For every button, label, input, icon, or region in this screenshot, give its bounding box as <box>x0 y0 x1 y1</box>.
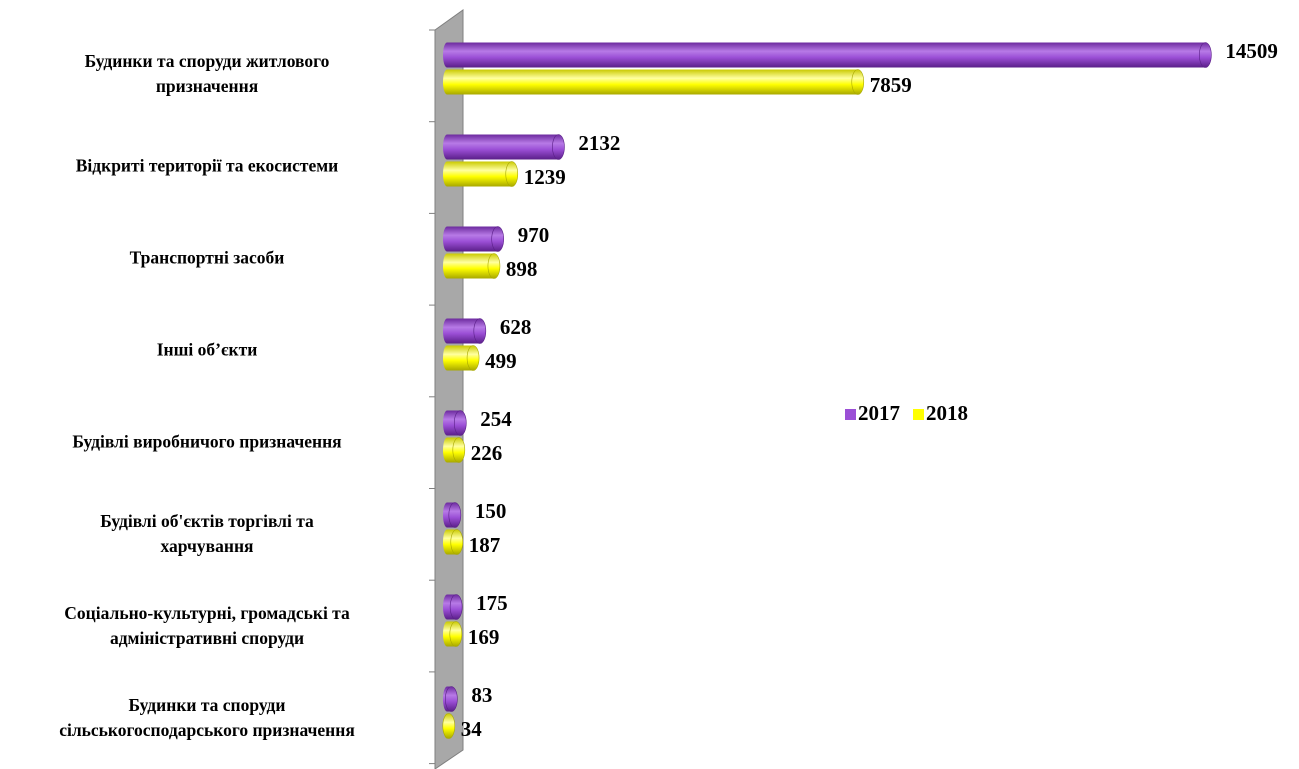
value-label: 2132 <box>578 131 620 155</box>
bar-end <box>473 318 487 344</box>
bar-cap <box>443 226 451 252</box>
bar <box>443 226 504 252</box>
bar-cap <box>443 42 451 68</box>
bar-cap <box>443 318 451 344</box>
category-label: Відкриті території та екосистеми <box>75 155 339 176</box>
bar <box>443 529 464 555</box>
bar-body <box>447 253 494 279</box>
value-label: 187 <box>469 533 501 557</box>
bar-end <box>1199 42 1212 68</box>
bar-body <box>447 226 498 252</box>
bar-cap <box>443 345 451 371</box>
bar <box>443 594 463 620</box>
legend-swatch <box>845 409 856 420</box>
bar <box>443 69 865 95</box>
category-label: Транспортні засоби <box>129 247 285 268</box>
bar-cap <box>443 410 451 436</box>
category-label: Соціально-культурні, громадські та адмін… <box>64 603 350 648</box>
bar-end <box>505 161 519 187</box>
bar-end <box>449 621 463 647</box>
bar-cap <box>443 134 451 160</box>
bar <box>443 502 462 528</box>
value-label: 169 <box>468 625 500 649</box>
axis-wall <box>434 9 464 769</box>
legend-swatch <box>913 409 924 420</box>
bar-end <box>453 410 467 436</box>
bar <box>443 437 466 463</box>
bar-cap <box>443 529 451 555</box>
value-label: 83 <box>471 683 492 707</box>
value-label: 499 <box>485 349 517 373</box>
bar-end <box>452 437 466 463</box>
value-label: 1239 <box>524 165 566 189</box>
bar-cap <box>443 161 451 187</box>
bar <box>443 42 1212 68</box>
bar <box>443 410 467 436</box>
value-label: 970 <box>518 223 550 247</box>
value-label: 175 <box>476 591 508 615</box>
value-label: 7859 <box>870 73 912 97</box>
bar-end <box>851 69 865 95</box>
value-label: 898 <box>506 257 537 281</box>
bar <box>443 161 519 187</box>
legend-label: 2018 <box>926 401 968 425</box>
value-label: 628 <box>500 315 532 339</box>
bar <box>443 134 565 160</box>
bar-body <box>447 42 1206 68</box>
bar-end <box>448 502 462 528</box>
category-label: Будинки та споруди житлового призначення <box>84 51 330 96</box>
value-label: 150 <box>475 499 507 523</box>
bar-cap <box>443 437 451 463</box>
bar-end <box>449 594 463 620</box>
bar-body <box>447 134 559 160</box>
bar <box>443 318 487 344</box>
bar-body <box>447 161 512 187</box>
category-label: Будинки та споруди сільськогосподарськог… <box>59 695 355 740</box>
bar <box>442 713 456 739</box>
value-label: 34 <box>461 717 483 741</box>
bar <box>443 686 458 712</box>
bar-cap <box>443 594 451 620</box>
bar <box>443 621 463 647</box>
bar <box>443 253 501 279</box>
bar-end <box>552 134 565 160</box>
bar-end <box>491 226 504 252</box>
value-label: 254 <box>480 407 512 431</box>
bar-end <box>442 713 456 739</box>
bar-end <box>487 253 501 279</box>
category-label: Будівлі виробничого призначення <box>72 431 342 452</box>
bar <box>443 345 480 371</box>
bar-end <box>466 345 480 371</box>
bar-end <box>450 529 464 555</box>
bar-body <box>447 69 858 95</box>
value-label: 226 <box>471 441 503 465</box>
bar-end <box>445 686 458 712</box>
bar-cap <box>443 502 451 528</box>
bar-cap <box>443 621 451 647</box>
legend-label: 2017 <box>858 401 900 425</box>
bar-cap <box>443 69 451 95</box>
value-label: 14509 <box>1225 39 1278 63</box>
bar-cap <box>443 253 451 279</box>
category-label: Будівлі об'єктів торгівлі та харчування <box>100 511 314 556</box>
category-label: Інші об’єкти <box>156 339 258 360</box>
